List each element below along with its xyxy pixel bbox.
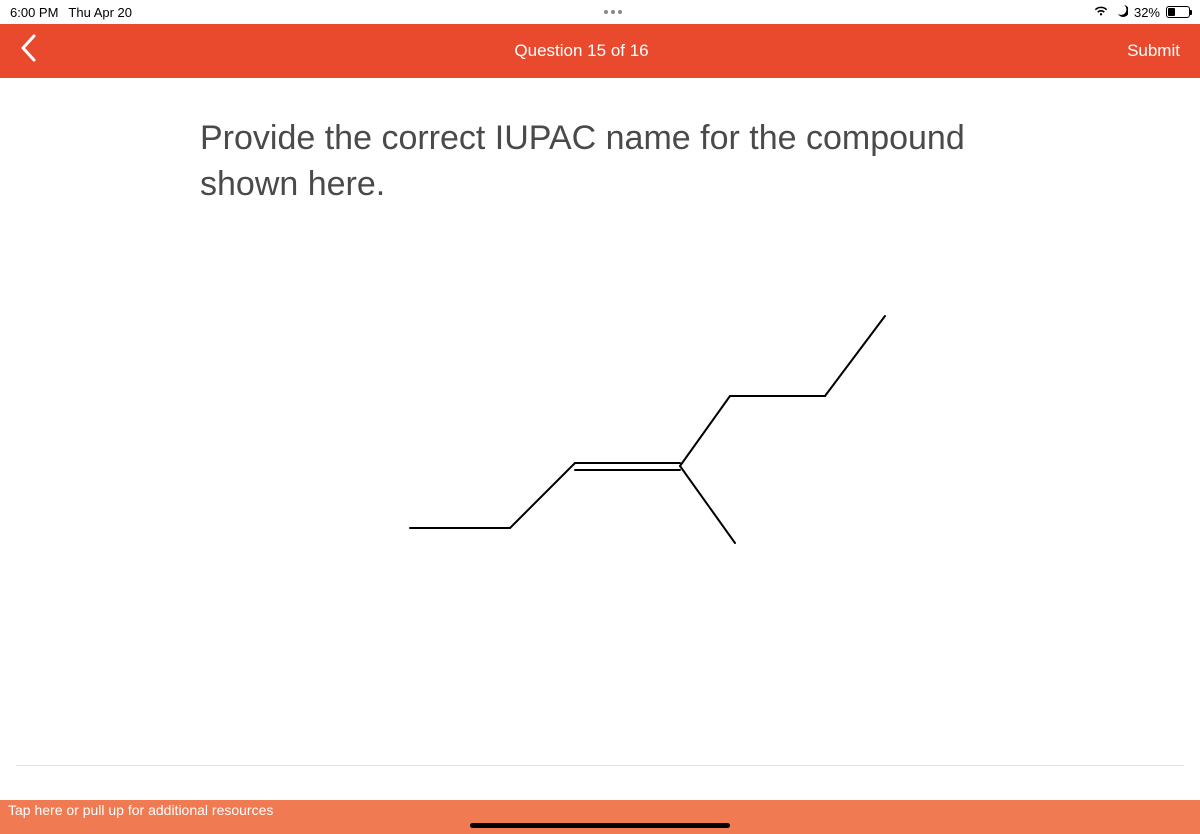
question-prompt: Provide the correct IUPAC name for the c… [200,116,1000,208]
do-not-disturb-icon [1115,4,1128,20]
home-indicator[interactable] [470,823,730,828]
battery-percent: 32% [1134,5,1160,20]
back-button[interactable] [20,34,36,68]
wifi-icon [1093,5,1109,20]
question-counter: Question 15 of 16 [514,41,648,61]
ipad-status-bar: 6:00 PM Thu Apr 20 32% [0,0,1200,24]
resources-pullup-bar[interactable]: Tap here or pull up for additional resou… [0,800,1200,834]
content-divider [16,765,1184,766]
question-nav-bar: Question 15 of 16 Submit [0,24,1200,78]
battery-icon [1166,6,1190,18]
submit-button[interactable]: Submit [1127,41,1180,61]
molecule-diagram [200,208,1000,638]
skeletal-structure-svg [380,268,920,588]
status-date: Thu Apr 20 [68,5,132,20]
status-time: 6:00 PM [10,5,58,20]
resources-pullup-label: Tap here or pull up for additional resou… [8,802,273,818]
multitask-dots-icon[interactable] [604,10,622,14]
question-content: Provide the correct IUPAC name for the c… [0,78,1200,638]
